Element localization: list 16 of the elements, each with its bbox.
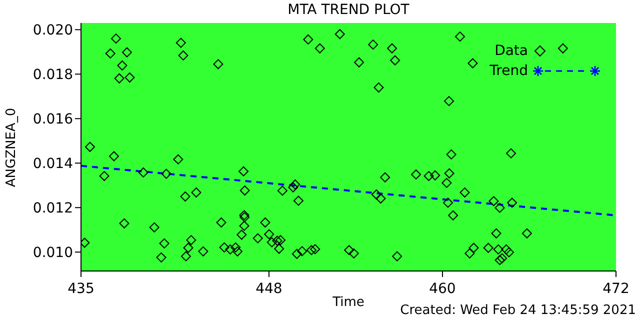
y-axis-title: ANGZNEA_0	[4, 107, 20, 187]
y-tick-label: 0.010	[32, 245, 73, 262]
x-axis-title: Time	[332, 295, 364, 310]
y-tick-label: 0.020	[32, 22, 73, 39]
chart-title: MTA TREND PLOT	[286, 2, 410, 18]
x-tick-label: 460	[429, 280, 456, 297]
x-tick-label: 472	[602, 280, 630, 297]
y-tick-label: 0.014	[32, 156, 74, 172]
y-tick-label: 0.018	[32, 67, 73, 84]
x-tick-label: 435	[68, 280, 94, 297]
y-tick-label: 0.012	[32, 200, 73, 217]
y-tick-label: 0.016	[32, 112, 74, 128]
legend-label: Data	[494, 43, 528, 59]
x-tick-label: 448	[256, 280, 282, 297]
legend-label: Trend	[490, 63, 528, 79]
text: Created: Wed Feb 24 13:45:59 2021	[400, 303, 636, 318]
